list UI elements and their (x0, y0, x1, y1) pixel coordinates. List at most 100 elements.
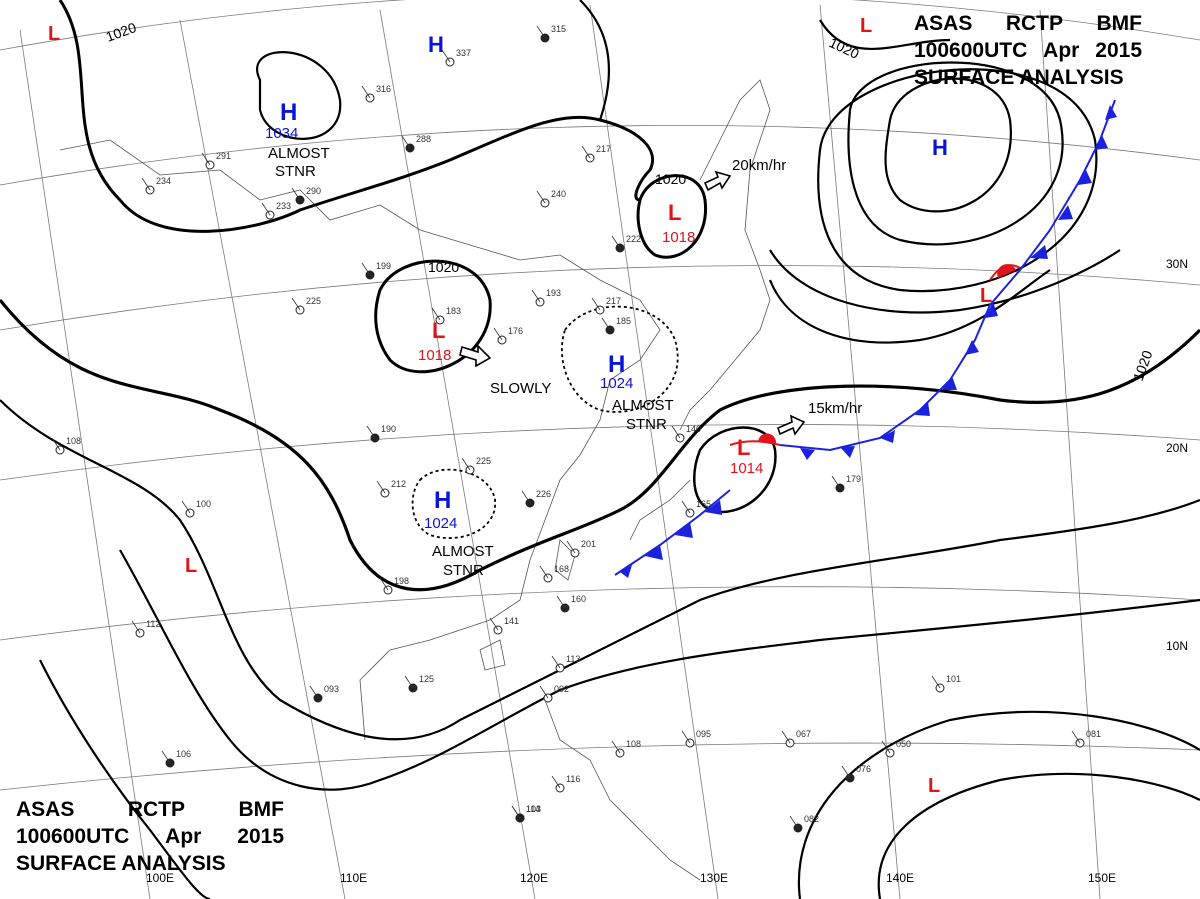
island-arc-coast (679, 299, 771, 431)
coastlines (59, 79, 771, 881)
front-triangle (1030, 245, 1048, 259)
high-marker: H (434, 487, 451, 514)
wind-barb (511, 805, 521, 819)
station-pressure-value: 217 (606, 296, 621, 306)
motion-arrow (703, 170, 732, 192)
isobar-line (374, 259, 492, 374)
station-pressure-value: 160 (571, 594, 586, 604)
station-pressure-value: 108 (626, 739, 641, 749)
isobar-line (0, 298, 1200, 592)
longitude-label: 150E (1088, 871, 1116, 885)
wind-barb (671, 425, 681, 439)
isobar-line (693, 426, 777, 514)
wind-barb (141, 177, 151, 191)
high-pressure-value: 1034 (265, 125, 298, 142)
station-pressure-value: 076 (856, 764, 871, 774)
low-pressure-value: 1018 (418, 347, 451, 364)
wind-barb (379, 577, 389, 591)
station-pressure-value: 095 (696, 729, 711, 739)
high-marker: H (428, 32, 444, 57)
front-triangle (620, 565, 632, 578)
front-semicircle (997, 264, 1016, 278)
station-pressure-value: 226 (536, 489, 551, 499)
station-pressure-value: 234 (156, 176, 171, 186)
wind-barb (611, 740, 621, 754)
wind-barb (551, 655, 561, 669)
station-pressure-value: 113 (566, 654, 580, 664)
station-pressure-value: 222 (626, 234, 641, 244)
isobar-line (817, 68, 1098, 293)
front-triangle (942, 376, 957, 390)
station-pressure-value: 067 (796, 729, 811, 739)
warm-front-semicircles (758, 264, 1016, 443)
motion-arrow (459, 344, 492, 368)
footer-time: 100600UTC (16, 825, 130, 848)
wind-barb (841, 765, 851, 779)
meridian-line (19, 29, 151, 899)
motion-arrow (777, 414, 806, 436)
hainan-coast (479, 639, 506, 671)
header-center-code: BMF (1096, 12, 1143, 35)
wind-barb (611, 235, 621, 249)
station-pressure-value: 165 (696, 499, 711, 509)
wind-barb (201, 152, 211, 166)
wind-barb (536, 190, 546, 204)
front-triangle (705, 500, 722, 515)
meridian-line (1039, 9, 1101, 899)
system-motion-note: ALMOST (432, 543, 494, 560)
wind-barb (489, 617, 499, 631)
wind-barb (591, 297, 601, 311)
station-pressure-value: 199 (376, 261, 391, 271)
wind-barb (361, 262, 371, 276)
isobar-value-label: 1020 (428, 259, 459, 275)
station-pressure-value: 225 (476, 456, 491, 466)
isobar-value-label: 1020 (655, 171, 686, 187)
meridian-line (379, 9, 536, 899)
cold-front-east (779, 99, 1116, 452)
station-pressure-value: 337 (456, 48, 471, 58)
station-pressure-value: 193 (546, 288, 561, 298)
wind-barb (291, 297, 301, 311)
header-time: 100600UTC (914, 39, 1028, 62)
longitude-label: 130E (700, 871, 728, 885)
high-marker: H (280, 99, 297, 126)
low-marker: L (737, 435, 750, 460)
front-triangle (915, 402, 930, 416)
front-triangle (985, 302, 998, 318)
isobar-line (0, 399, 1200, 741)
southern-islands-coast (544, 699, 701, 881)
meridian-line (589, 4, 719, 899)
parallel-line (0, 125, 1200, 186)
wind-barb (291, 187, 301, 201)
station-pressure-value: 168 (554, 564, 569, 574)
station-pressure-value: 112 (146, 619, 160, 629)
wind-barb (461, 457, 471, 471)
station-pressure-value: 240 (551, 189, 566, 199)
footer-month: Apr (165, 825, 202, 848)
wind-barb (361, 85, 371, 99)
warm-front-segment (729, 440, 781, 446)
system-motion-note: ALMOST (268, 145, 330, 162)
isobar-line (768, 269, 1051, 344)
wind-barb (566, 540, 576, 554)
coordinate-labels: 30N 20N 10N 100E 110E 120E 130E 140E 150… (146, 257, 1188, 885)
low-marker: L (980, 285, 992, 307)
isobar-line (119, 549, 1200, 791)
isobar-line (797, 710, 1200, 899)
mainland-coast (59, 139, 661, 741)
parallel-line (0, 424, 1200, 481)
station-pressure-value: 082 (804, 814, 819, 824)
front-triangle (880, 430, 895, 443)
footer-line-2: 100600UTC Apr 2015 (16, 823, 284, 850)
wind-barb (881, 740, 891, 754)
system-motion-note: STNR (275, 163, 316, 180)
wind-barb (521, 490, 531, 504)
wind-barb (404, 675, 414, 689)
wind-barb (581, 145, 591, 159)
frontal-systems (614, 99, 1117, 578)
header-month: Apr (1043, 39, 1080, 62)
high-pressure-value: 1024 (424, 515, 457, 532)
front-triangle (1058, 205, 1073, 220)
isobar-line (39, 659, 211, 899)
